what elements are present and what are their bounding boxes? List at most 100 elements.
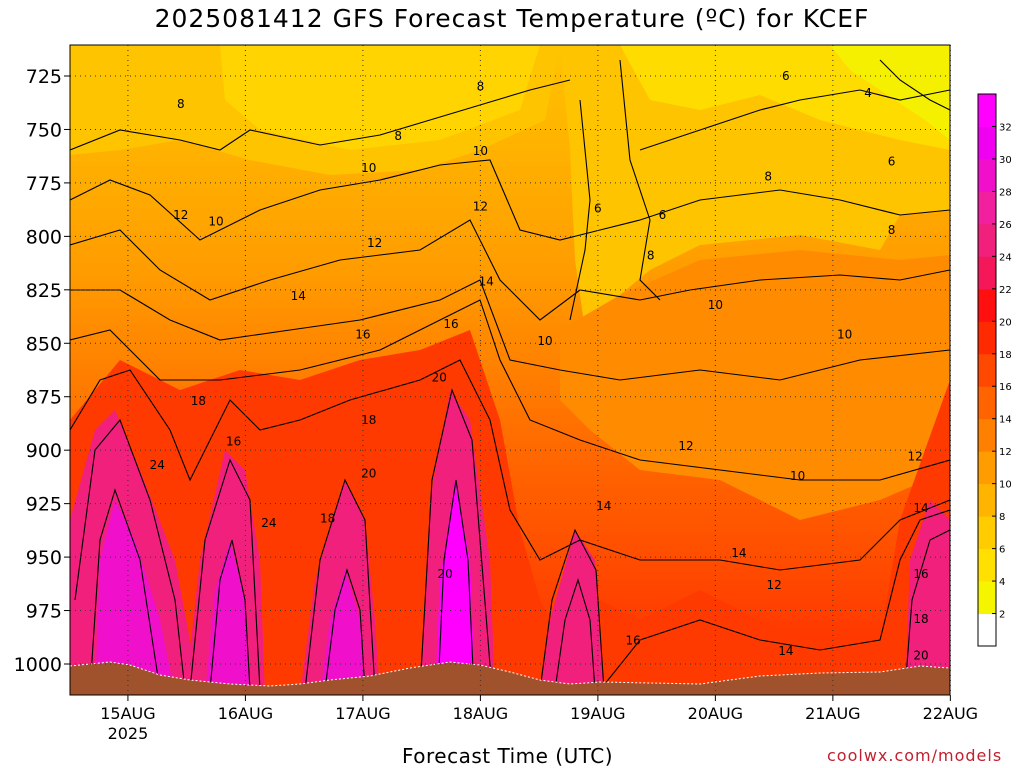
contour-label: 20 — [913, 648, 928, 662]
colorbar-label: 10 — [999, 480, 1012, 491]
colorbar-swatch — [978, 581, 996, 615]
colorbar-label: 8 — [999, 512, 1005, 523]
contour-label: 6 — [888, 155, 896, 169]
x-tick-label: 16AUG — [218, 704, 273, 723]
y-tick-label: 725 — [26, 66, 62, 88]
colorbar-label: 20 — [999, 317, 1012, 328]
y-tick-label: 1000 — [14, 654, 62, 676]
contour-labels: 8 8 8 6 4 6 8 8 6 6 8 10 10 10 12 12 12 14 14 16 16 10 10 10 10 1… — [150, 69, 929, 662]
contour-label: 10 — [473, 144, 488, 158]
contour-label: 16 — [913, 567, 928, 581]
contour-label: 14 — [291, 289, 306, 303]
contour-label: 16 — [355, 328, 370, 342]
contour-label: 14 — [596, 499, 611, 513]
colorbar-swatch — [978, 548, 996, 582]
colorbar-swatch — [978, 158, 996, 192]
colorbar-swatch — [978, 483, 996, 517]
colorbar-swatch — [978, 126, 996, 160]
y-tick-label: 950 — [26, 547, 62, 569]
upper-center-zone — [220, 45, 540, 150]
y-tick-label: 900 — [26, 440, 62, 462]
y-tick-label: 750 — [26, 119, 62, 141]
contour-label: 6 — [594, 202, 602, 216]
colorbar-label: 30 — [999, 155, 1012, 166]
y-tick-label: 850 — [26, 333, 62, 355]
colorbar-label: 28 — [999, 187, 1012, 198]
colorbar-swatch — [978, 256, 996, 290]
y-tick-label: 925 — [26, 494, 62, 516]
colorbar-label: 18 — [999, 350, 1012, 361]
peak-day1-core — [95, 500, 175, 695]
x-axis: 15AUG 16AUG 17AUG 18AUG 19AUG 20AUG 21AUG 22AUG… — [100, 695, 978, 743]
colorbar-swatch — [978, 94, 996, 127]
colorbar-label: 16 — [999, 382, 1012, 393]
contour-label: 8 — [888, 223, 896, 237]
peak-day4-core — [435, 480, 475, 695]
contour-label: 18 — [191, 394, 206, 408]
peak-day2-core — [205, 540, 250, 695]
contour-label: 20 — [361, 467, 376, 481]
colorbar-swatch — [978, 223, 996, 257]
contour-label: 18 — [320, 512, 335, 526]
plot-frame — [69, 44, 951, 696]
contour-label: 12 — [766, 578, 781, 592]
contour-label: 14 — [731, 546, 746, 560]
contour-label: 16 — [625, 633, 640, 647]
y-tick-label: 875 — [26, 387, 62, 409]
peak-day8 — [905, 500, 950, 695]
y-tick-label: 800 — [26, 226, 62, 248]
contour-label: 6 — [782, 69, 790, 83]
colorbar-label: 12 — [999, 447, 1012, 458]
colorbar-label: 2 — [999, 610, 1005, 621]
contour-label: 8 — [394, 129, 402, 143]
x-year-label: 2025 — [108, 724, 149, 743]
colorbar-label: 32 — [999, 122, 1012, 133]
contour-label: 24 — [150, 458, 165, 472]
colorbar-label: 22 — [999, 285, 1012, 296]
colorbar-swatch — [978, 418, 996, 452]
contour-label: 16 — [226, 435, 241, 449]
colorbar-swatch — [978, 613, 996, 647]
contour-label: 8 — [647, 249, 655, 263]
plot-area — [70, 45, 950, 695]
contour-label: 20 — [438, 567, 453, 581]
x-tick-label: 17AUG — [335, 704, 390, 723]
colorbar-label: 4 — [999, 577, 1005, 588]
chart-title: 2025081412 GFS Forecast Temperature (ºC)… — [154, 4, 870, 33]
contour-label: 10 — [790, 469, 805, 483]
peak-day3-core — [320, 570, 365, 695]
contour-label: 6 — [659, 208, 667, 222]
contour-label: 14 — [479, 274, 494, 288]
colorbar-label: 24 — [999, 252, 1012, 263]
y-tick-label: 975 — [26, 601, 62, 623]
y-axis: 725 750 775 800 825 850 875 900 925 950 975 1000 — [14, 66, 70, 676]
contour-label: 16 — [443, 317, 458, 331]
contour-label: 8 — [477, 80, 485, 94]
contour-label: 12 — [678, 439, 693, 453]
y-tick-label: 775 — [26, 173, 62, 195]
contour-label: 8 — [177, 97, 185, 111]
colorbar-label: 6 — [999, 545, 1005, 556]
contour-label: 14 — [778, 644, 793, 658]
contour-label: 4 — [864, 86, 872, 100]
contour-label: 12 — [907, 450, 922, 464]
x-tick-label: 20AUG — [688, 704, 743, 723]
x-tick-label: 22AUG — [923, 704, 978, 723]
contour-label: 10 — [361, 161, 376, 175]
coolest-zone — [830, 45, 950, 140]
contour-label: 18 — [361, 413, 376, 427]
ground-surface — [70, 661, 950, 695]
contour-label: 12 — [473, 199, 488, 213]
x-tick-label: 18AUG — [453, 704, 508, 723]
contour-label: 12 — [173, 208, 188, 222]
contour-label: 10 — [208, 214, 223, 228]
colorbar-swatch — [978, 321, 996, 355]
credit-link[interactable]: coolwx.com/models — [827, 746, 1003, 765]
colorbar-label: 14 — [999, 415, 1012, 426]
warm-band — [70, 330, 950, 695]
x-tick-label: 21AUG — [805, 704, 860, 723]
colorbar-label: 26 — [999, 220, 1012, 231]
x-axis-label: Forecast Time (UTC) — [402, 744, 614, 768]
peak-day5 — [540, 530, 605, 695]
